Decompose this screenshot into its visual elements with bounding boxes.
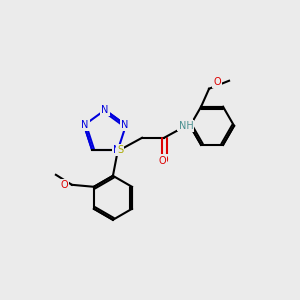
Text: N: N bbox=[101, 105, 109, 115]
Text: N: N bbox=[121, 120, 129, 130]
Text: N: N bbox=[114, 145, 122, 155]
Text: N: N bbox=[113, 145, 121, 155]
Text: NH: NH bbox=[179, 121, 194, 131]
Text: O: O bbox=[158, 156, 166, 166]
Text: N: N bbox=[101, 105, 109, 115]
Text: O: O bbox=[60, 180, 68, 190]
Text: N: N bbox=[122, 120, 130, 130]
Text: S: S bbox=[117, 145, 123, 155]
Text: O: O bbox=[213, 76, 221, 86]
Text: O: O bbox=[160, 155, 168, 165]
Text: NH: NH bbox=[178, 120, 192, 130]
Text: S: S bbox=[117, 145, 123, 155]
Text: N: N bbox=[81, 120, 89, 130]
Text: O: O bbox=[58, 180, 66, 190]
Text: O: O bbox=[213, 77, 221, 87]
Text: N: N bbox=[80, 120, 88, 130]
